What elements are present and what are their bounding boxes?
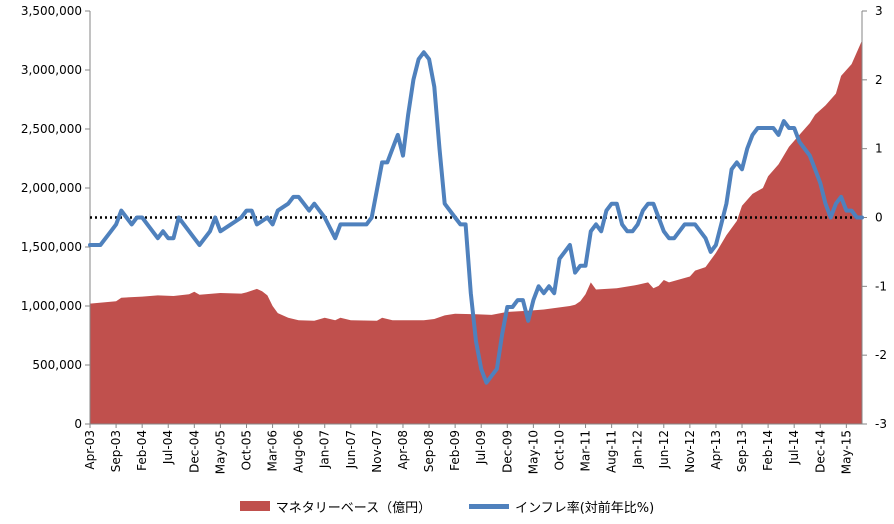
x-tick-label: Jul-09 bbox=[474, 430, 488, 465]
x-tick-label: Mar-06 bbox=[266, 430, 280, 471]
x-tick-label: Sep-08 bbox=[422, 430, 436, 472]
area-monetary-base bbox=[90, 40, 862, 424]
legend: マネタリーベース（億円） インフレ率(対前年比%) bbox=[0, 494, 894, 518]
legend-swatch-monetary-base bbox=[239, 501, 270, 511]
x-tick-label: Aug-06 bbox=[292, 430, 306, 473]
x-tick-label: Jan-12 bbox=[631, 430, 645, 469]
y-left-tick-label: 500,000 bbox=[32, 358, 82, 372]
x-tick-label: Oct-05 bbox=[239, 430, 253, 470]
line-inflation bbox=[88, 50, 864, 385]
x-tick-label: Apr-13 bbox=[709, 430, 723, 470]
x-tick-label: May-15 bbox=[839, 430, 853, 474]
x-tick-label: Dec-14 bbox=[813, 430, 827, 473]
x-tick-label: Dec-04 bbox=[187, 430, 201, 473]
x-tick-label: Mar-11 bbox=[579, 430, 593, 471]
x-tick-label: Dec-09 bbox=[500, 430, 514, 473]
x-tick-label: Oct-10 bbox=[552, 430, 566, 470]
legend-label-monetary-base: マネタリーベース（億円） bbox=[275, 500, 432, 516]
y-left-tick-label: 0 bbox=[74, 417, 82, 431]
x-tick-label: Jun-12 bbox=[657, 430, 671, 469]
x-tick-label: Apr-08 bbox=[396, 430, 410, 470]
y-left-tick-label: 1,500,000 bbox=[21, 240, 82, 254]
y-right-tick-label: 0 bbox=[875, 211, 883, 225]
x-tick-label: Feb-09 bbox=[448, 430, 462, 471]
legend-swatch-inflation bbox=[469, 503, 510, 509]
y-left-tick-label: 3,500,000 bbox=[21, 4, 82, 18]
y-right-tick-label: -2 bbox=[875, 348, 887, 362]
x-tick-label: Sep-13 bbox=[735, 430, 749, 472]
x-tick-label: May-05 bbox=[213, 430, 227, 474]
y-left-tick-label: 1,000,000 bbox=[21, 299, 82, 313]
y-right-tick-label: 3 bbox=[875, 4, 883, 18]
x-tick-label: Jan-07 bbox=[318, 430, 332, 469]
y-right-tick-label: 2 bbox=[875, 73, 883, 87]
y-right-tick-label: -3 bbox=[875, 417, 887, 431]
x-tick-label: May-10 bbox=[526, 430, 540, 474]
x-tick-label: Nov-12 bbox=[683, 430, 697, 473]
legend-item-inflation: インフレ率(対前年比%) bbox=[469, 497, 654, 516]
y-right-tick-label: -1 bbox=[875, 279, 887, 293]
x-tick-label: Feb-14 bbox=[761, 430, 775, 471]
y-left-tick-label: 2,500,000 bbox=[21, 122, 82, 136]
y-left-tick-label: 3,000,000 bbox=[21, 63, 82, 77]
x-tick-label: Apr-03 bbox=[83, 430, 97, 470]
y-right-tick-label: 1 bbox=[875, 142, 883, 156]
x-tick-label: Sep-03 bbox=[109, 430, 123, 472]
x-tick-label: Jul-14 bbox=[787, 430, 801, 465]
x-tick-label: Feb-04 bbox=[135, 430, 149, 471]
y-left-tick-label: 2,000,000 bbox=[21, 181, 82, 195]
legend-label-inflation: インフレ率(対前年比%) bbox=[515, 500, 655, 516]
x-tick-label: Aug-11 bbox=[605, 430, 619, 473]
x-tick-label: Jul-04 bbox=[161, 430, 175, 465]
legend-item-monetary-base: マネタリーベース（億円） bbox=[239, 497, 432, 516]
x-tick-label: Nov-07 bbox=[370, 430, 384, 473]
x-tick-label: Jun-07 bbox=[344, 430, 358, 469]
